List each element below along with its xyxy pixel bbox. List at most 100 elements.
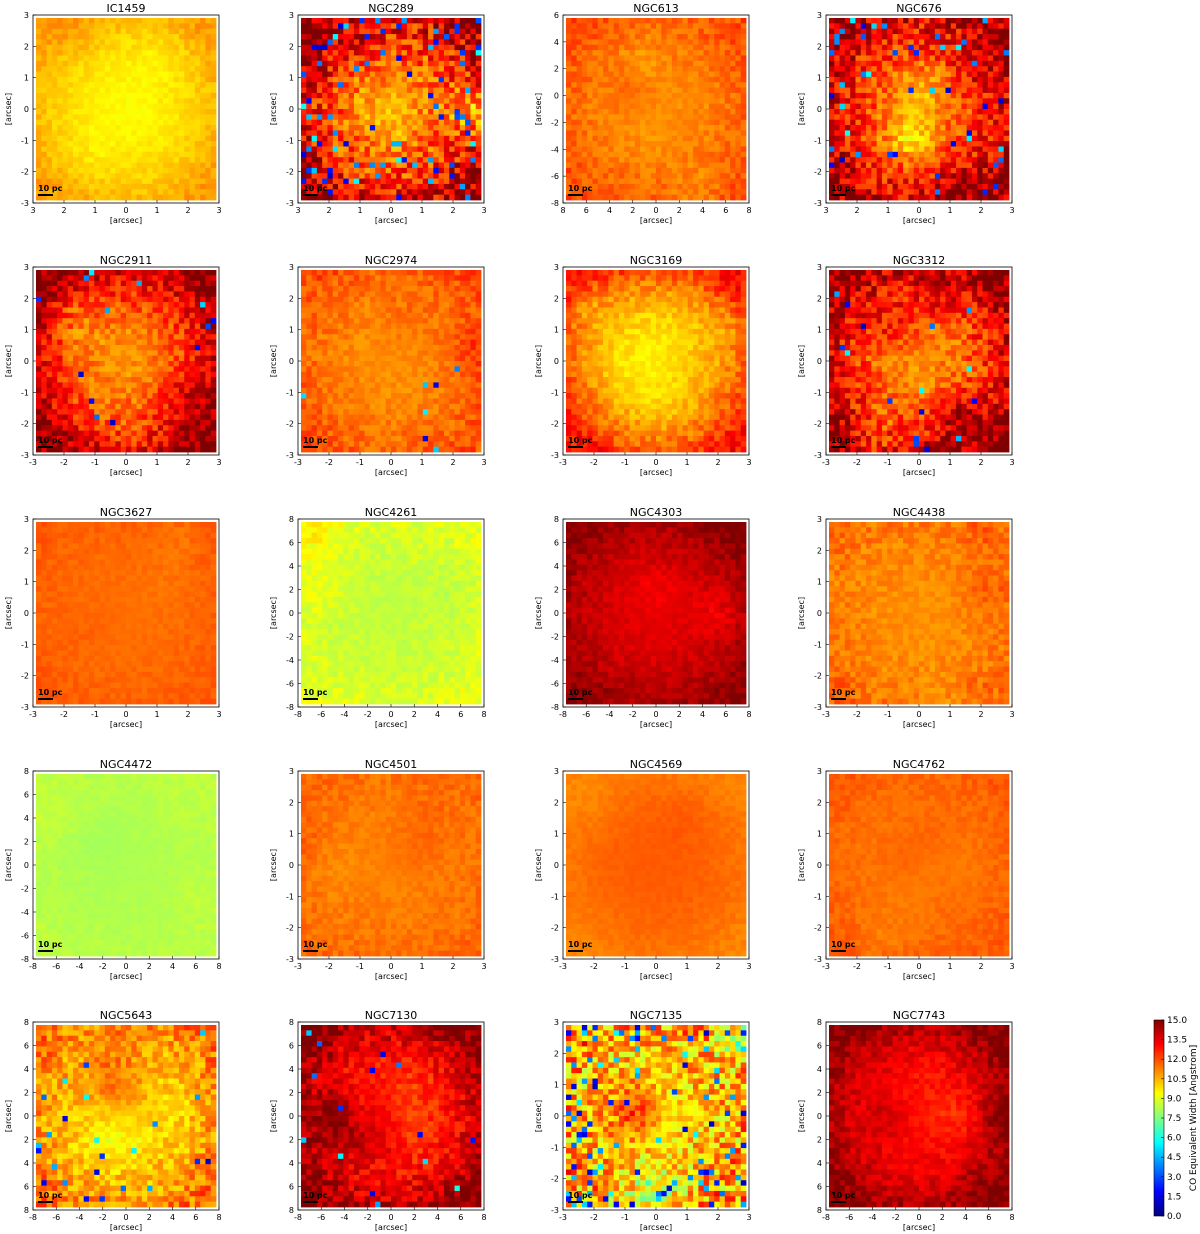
scale-bar-label: 10 pc	[831, 688, 856, 697]
y-axis-label: [arcsec]	[797, 597, 806, 629]
scale-bar-label: 10 pc	[38, 436, 63, 445]
x-tick-label: -1	[356, 458, 364, 467]
x-tick-label: -2	[853, 710, 861, 719]
heatmap-image	[829, 774, 1009, 956]
y-tick-label: 2	[554, 294, 559, 303]
y-tick-label: -3	[814, 955, 822, 964]
x-tick-label: 8	[216, 962, 221, 971]
panel-title: NGC7135	[630, 1009, 682, 1022]
y-tick-label: -1	[21, 136, 29, 145]
y-tick-label: -1	[814, 388, 822, 397]
y-axis-label: [arcsec]	[4, 93, 13, 125]
x-tick-label: 2	[715, 962, 720, 971]
x-tick-label: 2	[630, 206, 635, 215]
x-tick-label: -2	[364, 710, 372, 719]
x-tick-label: 2	[412, 1213, 417, 1222]
x-tick-label: -2	[853, 458, 861, 467]
x-tick-label: -6	[52, 1213, 60, 1222]
x-tick-label: 2	[854, 206, 859, 215]
x-tick-label: 0	[388, 710, 393, 719]
y-tick-label: 2	[24, 1136, 29, 1145]
x-tick-label: 0	[388, 962, 393, 971]
y-tick-label: -2	[21, 168, 29, 177]
y-tick-label: 4	[817, 1065, 822, 1074]
scale-bar-label: 10 pc	[568, 1191, 593, 1200]
x-tick-label: -3	[822, 710, 830, 719]
x-axis-label: [arcsec]	[640, 1223, 672, 1232]
y-tick-label: -2	[21, 885, 29, 894]
x-tick-label: -1	[621, 458, 629, 467]
x-tick-label: 2	[185, 710, 190, 719]
y-tick-label: -2	[551, 633, 559, 642]
x-axis-label: [arcsec]	[110, 720, 142, 729]
colorbar-label: CO Equivalent Width [Angstrom]	[1189, 1045, 1199, 1191]
panel-ngc4303: NGC4303-8 -6 -4 -2 0 2 4 6 886420-2-4-6-8[arcsec…	[534, 506, 752, 729]
y-tick-label: -1	[21, 640, 29, 649]
x-tick-label: -1	[356, 962, 364, 971]
panel-ngc7130: NGC7130-8 -6 -4 -2 0 2 4 6 8864202468[arcsec][ar…	[269, 1009, 487, 1232]
y-tick-label: 4	[554, 38, 559, 47]
y-tick-label: -1	[814, 892, 822, 901]
panel-ngc3627: NGC3627-3 -2 -1 0 1 2 33210-1-2-3[arcsec][arcs…	[4, 506, 222, 729]
y-tick-label: 0	[289, 609, 294, 618]
y-tick-label: -6	[551, 172, 559, 181]
y-tick-label: 1	[24, 326, 29, 335]
panel-ngc4501: NGC4501-3 -2 -1 0 1 2 33210-1-2-3[arcsec][arcs…	[269, 758, 487, 981]
y-tick-label: -2	[814, 420, 822, 429]
x-axis-label: [arcsec]	[640, 972, 672, 981]
panel-title: NGC613	[633, 2, 678, 15]
y-tick-label: -6	[286, 680, 294, 689]
x-tick-label: 4	[963, 1213, 968, 1222]
y-tick-label: 8	[289, 515, 294, 524]
x-tick-label: -8	[294, 710, 302, 719]
y-tick-label: 0	[554, 92, 559, 101]
x-tick-label: -1	[884, 458, 892, 467]
scale-bar-label: 10 pc	[303, 436, 328, 445]
y-axis-label: [arcsec]	[797, 345, 806, 377]
y-tick-label: -4	[551, 145, 559, 154]
y-tick-label: 2	[24, 42, 29, 51]
x-tick-label: 3	[481, 206, 486, 215]
y-axis-label: [arcsec]	[534, 849, 543, 881]
y-tick-label: 2	[24, 1089, 29, 1098]
x-tick-label: -3	[29, 710, 37, 719]
y-tick-label: 2	[24, 838, 29, 847]
x-tick-label: 0	[916, 710, 921, 719]
y-tick-label: 6	[289, 1183, 294, 1192]
x-axis-label: [arcsec]	[110, 1223, 142, 1232]
x-tick-label: 3	[1009, 962, 1014, 971]
y-tick-label: 3	[24, 515, 29, 524]
panel-ngc4261: NGC4261-8 -6 -4 -2 0 2 4 6 886420-2-4-6-8[arcsec…	[269, 506, 487, 729]
heatmap-image	[36, 774, 216, 956]
y-tick-label: -2	[286, 168, 294, 177]
x-tick-label: -4	[76, 962, 84, 971]
heatmap-image	[301, 774, 481, 956]
y-tick-label: -3	[21, 703, 29, 712]
x-tick-label: 3	[746, 962, 751, 971]
x-tick-label: 3	[216, 458, 221, 467]
panel-title: NGC4762	[893, 758, 945, 771]
x-tick-label: 2	[940, 1213, 945, 1222]
x-tick-label: 0	[653, 1213, 658, 1222]
y-tick-label: 4	[289, 1065, 294, 1074]
x-tick-label: -1	[621, 962, 629, 971]
y-tick-label: -2	[286, 633, 294, 642]
y-axis-label: [arcsec]	[534, 345, 543, 377]
y-tick-label: 8	[554, 515, 559, 524]
x-tick-label: 2	[450, 206, 455, 215]
y-tick-label: -8	[286, 703, 294, 712]
x-axis-label: [arcsec]	[903, 972, 935, 981]
y-tick-label: -1	[286, 388, 294, 397]
y-tick-label: 1	[817, 830, 822, 839]
y-tick-label: 2	[554, 1049, 559, 1058]
y-tick-label: -1	[551, 1143, 559, 1152]
x-tick-label: 0	[653, 962, 658, 971]
x-tick-label: 2	[185, 206, 190, 215]
scale-bar-label: 10 pc	[303, 1191, 328, 1200]
heatmap-image	[301, 18, 481, 200]
x-tick-label: 6	[584, 206, 589, 215]
x-tick-label: 4	[435, 1213, 440, 1222]
heatmap-image	[566, 270, 746, 452]
panel-title: NGC3627	[100, 506, 152, 519]
y-tick-label: 0	[554, 357, 559, 366]
